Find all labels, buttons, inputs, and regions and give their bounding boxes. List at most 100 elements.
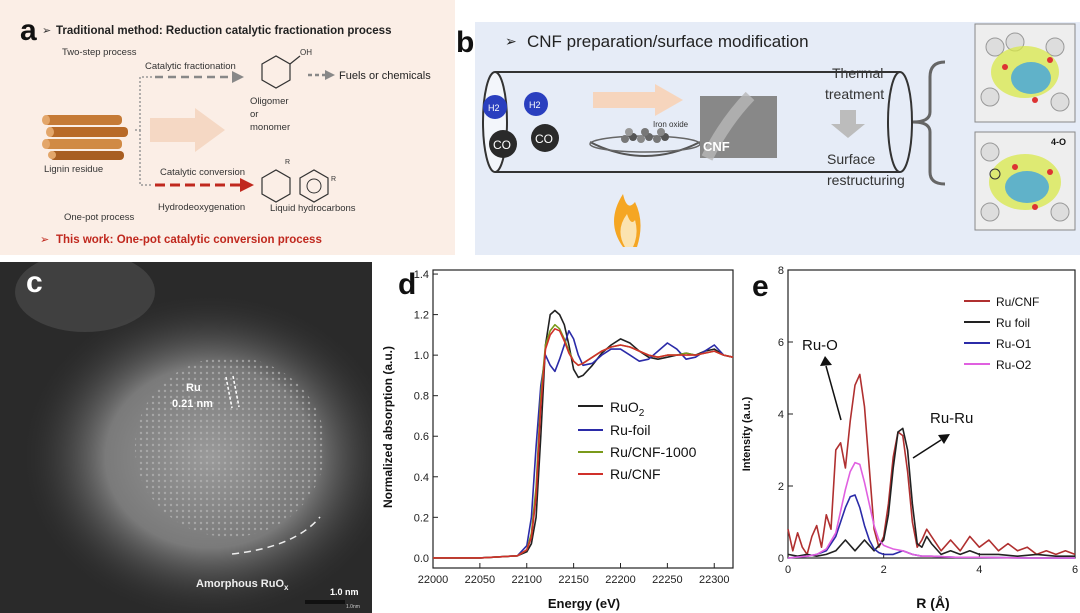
panel-e-legend: Ru/CNF Ru foil Ru-O1 Ru-O2 [964, 295, 1039, 372]
panel-e-axes: 0 2 4 6 0 2 4 6 8 [778, 265, 1078, 576]
cnf-label: CNF [703, 139, 730, 154]
panel-b-heading: CNF preparation/surface modification [527, 32, 809, 51]
series-line-ru-o2 [787, 461, 1075, 559]
y-tick-label: 2 [778, 481, 784, 493]
panel-d-legend: RuO2 Ru-foil Ru/CNF-1000 Ru/CNF [578, 399, 697, 482]
hydrodeoxygenation-label: Hydrodeoxygenation [158, 202, 245, 213]
co-molecule-icon [489, 130, 517, 158]
surface-model-bottom [974, 131, 1076, 231]
panel-e-ylabel: Intensity (a.u.) [741, 396, 753, 471]
scale-bar-small: 1.0nm [346, 604, 360, 610]
y-tick-label: 4 [778, 409, 784, 421]
legend-label-ruo2: RuO2 [610, 399, 645, 419]
or-label: or [250, 109, 258, 120]
y-tick-label: 0.2 [414, 512, 429, 524]
x-tick-label: 22200 [605, 574, 636, 586]
series-line-ru-foil [787, 427, 1075, 557]
bullet-arrow-red: ➢ [40, 234, 49, 246]
panel-a-letter: a [20, 14, 37, 47]
r-label-2: R [331, 176, 336, 183]
series-line-ru-cnf-1000 [433, 323, 734, 559]
h2-molecule-icon-2 [524, 92, 548, 116]
y-tick-label: 1.4 [414, 269, 429, 281]
y-tick-label: 8 [778, 265, 784, 277]
two-step-label: Two-step process [62, 47, 137, 58]
panel-a-figure: ➢ Traditional method: Reduction catalyti… [40, 25, 431, 246]
sample-boat-icon [589, 141, 701, 157]
y-tick-label: 0.0 [414, 553, 429, 565]
bullet-arrow: ➢ [42, 25, 51, 37]
y-tick-label: 0.4 [414, 472, 429, 484]
y-tick-label: 6 [778, 337, 784, 349]
amorphous-boundary [231, 516, 321, 555]
legend-label-ru-o1: Ru-O1 [996, 337, 1032, 351]
process-arrow-icon [150, 108, 225, 152]
ru-o-arrowhead [820, 356, 832, 366]
h2-molecule-icon [483, 95, 507, 119]
y-tick-label: 0.8 [414, 391, 429, 403]
y-tick-label: 0.6 [414, 431, 429, 443]
brace-icon [912, 60, 946, 186]
ru-o-annotation: Ru-O [802, 337, 838, 354]
benzene-icon [299, 169, 329, 203]
ru-label: Ru [186, 382, 201, 394]
cnf-fiber [701, 91, 755, 161]
oligomer-label: Oligomer [250, 96, 289, 107]
panel-c: Ru 0.21 nm Amorphous RuOx 1.0 nm 1.0nm [0, 262, 372, 613]
legend-label-ru-foil-e: Ru foil [996, 316, 1030, 330]
panel-b-figure: ➢ CNF preparation/surface modification H… [482, 23, 1076, 247]
liquid-hydrocarbons-label: Liquid hydrocarbons [270, 203, 356, 214]
crystal-lattice [135, 357, 325, 537]
catalytic-conversion-label: Catalytic conversion [160, 167, 245, 178]
x-tick-label: 22050 [465, 574, 496, 586]
monomer-label: monomer [250, 122, 290, 133]
co-label-2: CO [535, 132, 553, 146]
legend-label-ru-cnf-1000: Ru/CNF-1000 [610, 444, 697, 460]
series-line-ru-cnf [787, 373, 1076, 556]
h2-label-1: H2 [488, 103, 500, 113]
x-tick-label: 4 [976, 564, 982, 576]
bullet-arrow-b: ➢ [505, 33, 517, 49]
surface-model-top [974, 23, 1076, 123]
panel-b: ➢ CNF preparation/surface modification H… [475, 22, 1080, 255]
co-label-1: CO [493, 138, 511, 152]
panel-d-xlabel: Energy (eV) [548, 596, 620, 611]
catalytic-fractionation-label: Catalytic fractionation [145, 61, 236, 72]
one-pot-label: One-pot process [64, 212, 134, 223]
ru-ru-annotation: Ru-Ru [930, 410, 973, 427]
fuels-arrowhead [325, 70, 335, 80]
panel-b-letter: b [456, 26, 475, 59]
legend-label-ru-cnf-e: Ru/CNF [996, 295, 1039, 309]
legend-label-ru-cnf: Ru/CNF [610, 466, 661, 482]
fuels-label: Fuels or chemicals [339, 70, 431, 82]
plot-frame [432, 269, 734, 569]
tem-image: Ru 0.21 nm Amorphous RuOx 1.0 nm 1.0nm [0, 262, 372, 613]
x-tick-label: 22250 [652, 574, 683, 586]
thermal-label-2: treatment [825, 86, 884, 102]
panel-e-letter: e [752, 270, 769, 303]
gas-flow-arrow-icon [593, 84, 683, 116]
x-tick-label: 22000 [418, 574, 449, 586]
fractionation-arrowhead [232, 71, 244, 83]
cyclohexane-icon [261, 169, 291, 203]
scale-bar [305, 600, 345, 604]
co-molecule-icon-2 [531, 124, 559, 152]
surface-label-1: Surface [827, 151, 875, 167]
ru-ru-arrow [912, 439, 942, 459]
panel-a-heading: Traditional method: Reduction catalytic … [56, 25, 391, 37]
surface-label-2: restructuring [827, 172, 905, 188]
panel-c-letter: c [26, 266, 43, 299]
panel-d-letter: d [398, 268, 417, 301]
amorphous-label: Amorphous RuOx [196, 578, 289, 592]
flame-icon [614, 194, 641, 247]
lignin-residue-icon [42, 115, 128, 160]
series-line-ru-foil [433, 330, 734, 559]
panel-d-axes: 22000 22050 22100 22150 22200 22250 22300 0.0 0.… [414, 269, 734, 586]
panel-d-series [433, 309, 734, 559]
lignin-label: Lignin residue [44, 164, 103, 175]
down-arrow-icon [831, 110, 865, 138]
conversion-arrowhead [240, 178, 254, 192]
panel-d-chart: 22000 22050 22100 22150 22200 22250 22300 0.0 0.… [381, 269, 734, 611]
series-line-ruo2 [433, 309, 734, 559]
thermal-label-1: Thermal [832, 65, 883, 81]
